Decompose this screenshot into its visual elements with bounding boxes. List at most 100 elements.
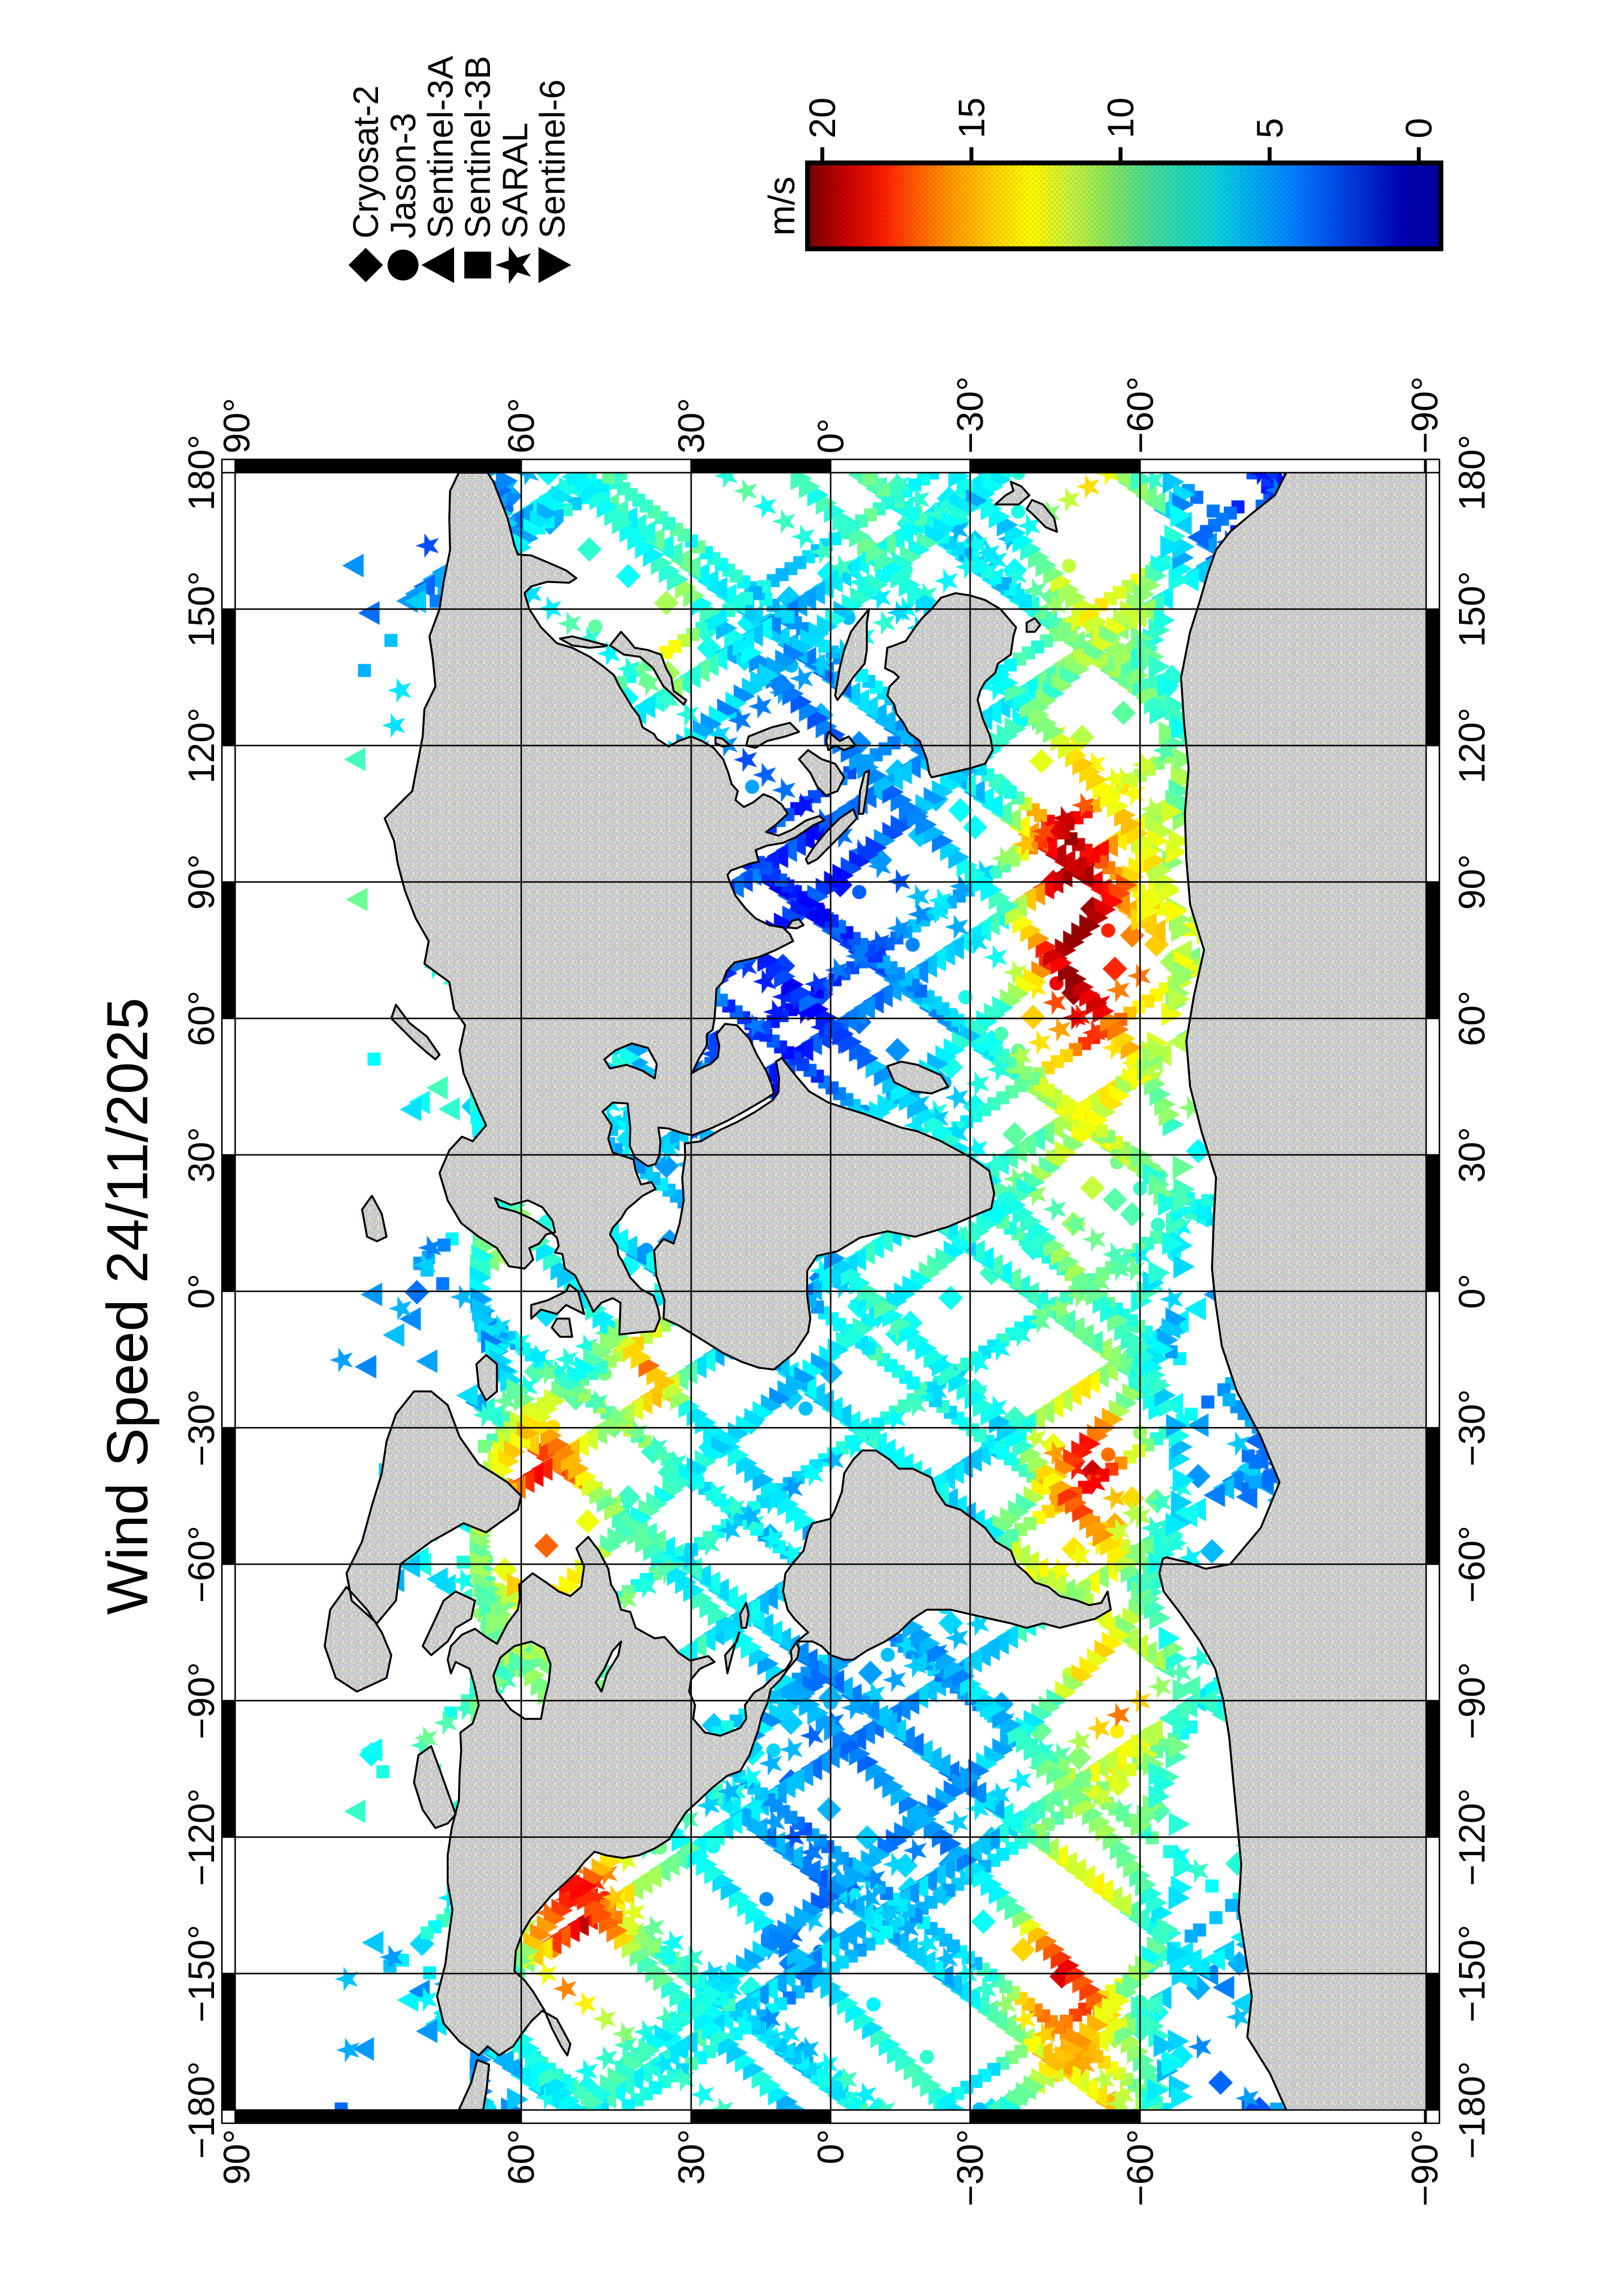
lon-tick-label: 60° <box>1451 990 1492 1046</box>
lon-tick-label: 90° <box>181 854 222 909</box>
triangle-up-icon <box>421 247 454 283</box>
frame-segment <box>236 458 522 474</box>
lon-tick-label: 30° <box>181 1127 222 1182</box>
frame-segment <box>1425 1427 1440 1565</box>
lon-tick-label: 90° <box>1451 854 1492 909</box>
axis-labels-latitude-left: 90° 60° 30° 0° −30° −60° −90° <box>216 2129 1445 2206</box>
colorbar-tick-label: 15 <box>951 98 992 138</box>
frame-segment <box>830 458 971 474</box>
frame-segment <box>221 1563 236 1702</box>
lat-tick-label: −60° <box>1119 376 1161 454</box>
lat-tick-label: −30° <box>949 2129 991 2206</box>
antarctica-coastline <box>1158 472 1287 2110</box>
lon-tick-label: 180° <box>181 434 222 510</box>
lat-tick-label: 30° <box>671 2129 712 2185</box>
colorbar-dither <box>810 165 1438 246</box>
frame-corner <box>1425 2109 1440 2124</box>
colorbar-ticks: 20 15 10 5 0 <box>802 98 1439 160</box>
map-frame-fancy <box>221 458 1440 2124</box>
lon-tick-label: −150° <box>181 1925 222 2023</box>
lon-tick-label: −180° <box>181 2061 222 2159</box>
colorbar-unit-label: m/s <box>761 177 802 236</box>
frame-segment <box>221 608 236 747</box>
frame-segment <box>1425 472 1440 610</box>
lat-tick-label: 0° <box>810 418 851 454</box>
frame-corner <box>1425 458 1440 474</box>
frame-segment <box>1425 1700 1440 1838</box>
colorbar-tick-label: 5 <box>1249 118 1290 138</box>
frame-segment <box>1425 745 1440 883</box>
frame-segment <box>520 458 692 474</box>
circle-icon <box>387 249 419 281</box>
legend-label: SARAL <box>496 123 535 239</box>
frame-corner <box>221 2109 236 2124</box>
legend-item: Sentinel-3A <box>421 56 460 283</box>
lat-tick-label: −30° <box>949 376 991 454</box>
triangle-down-icon <box>539 247 571 283</box>
lat-tick-label: 0° <box>810 2129 851 2164</box>
axis-labels-latitude-right: 90° 60° 30° 0° −30° −60° −90° <box>216 376 1445 454</box>
lat-tick-label: −90° <box>1404 376 1445 454</box>
lat-tick-label: 30° <box>671 398 712 454</box>
lon-tick-label: −180° <box>1451 2061 1492 2159</box>
lon-tick-label: 60° <box>181 990 222 1046</box>
lon-tick-label: 0° <box>181 1274 222 1309</box>
lon-tick-label: 0° <box>1451 1274 1492 1309</box>
frame-segment <box>1425 1290 1440 1429</box>
lat-tick-label: 60° <box>501 2129 542 2185</box>
frame-segment <box>221 472 236 610</box>
frame-segment <box>690 2109 832 2124</box>
lon-tick-label: −60° <box>181 1525 222 1602</box>
legend-label: Jason-3 <box>384 113 423 239</box>
lon-tick-label: 150° <box>181 571 222 647</box>
star-icon <box>495 246 531 284</box>
lon-tick-label: 120° <box>181 707 222 783</box>
legend-item: Cryosat-2 <box>347 85 386 282</box>
lon-tick-label: −150° <box>1451 1925 1492 2023</box>
lat-tick-label: 90° <box>216 2129 257 2185</box>
lat-tick-label: 60° <box>501 398 542 454</box>
lon-tick-label: −30° <box>181 1389 222 1466</box>
frame-segment <box>1139 2109 1426 2124</box>
colorbar: 20 15 10 5 0 m/s <box>761 98 1443 251</box>
lon-tick-label: −90° <box>181 1662 222 1739</box>
lon-tick-label: −120° <box>181 1789 222 1886</box>
frame-segment <box>969 458 1141 474</box>
frame-segment <box>690 458 832 474</box>
frame-segment <box>221 1836 236 1975</box>
frame-segment <box>221 1290 236 1429</box>
frame-segment <box>221 1427 236 1565</box>
frame-segment <box>1425 1563 1440 1702</box>
frame-segment <box>221 1700 236 1838</box>
legend-item: Sentinel-3B <box>459 56 498 279</box>
axis-labels-longitude-top: −180° −150° −120° −90° −60° −30° 0° 30° 60° 90° 12… <box>181 434 222 2159</box>
colorbar-tick-label: 20 <box>802 98 843 138</box>
frame-segment <box>221 1154 236 1292</box>
lon-tick-label: −90° <box>1451 1662 1492 1739</box>
lon-tick-label: 180° <box>1451 434 1492 510</box>
lon-tick-label: 30° <box>1451 1127 1492 1182</box>
frame-segment <box>221 1973 236 2111</box>
satellite-legend: Cryosat-2Jason-3Sentinel-3ASentinel-3BSA… <box>347 56 572 284</box>
frame-segment <box>221 745 236 883</box>
frame-segment <box>520 2109 692 2124</box>
legend-label: Sentinel-3B <box>459 56 498 239</box>
frame-segment <box>1139 458 1426 474</box>
frame-segment <box>1425 1154 1440 1292</box>
lon-tick-label: 120° <box>1451 707 1492 783</box>
frame-corner <box>221 458 236 474</box>
frame-segment <box>1425 1017 1440 1156</box>
frame-segment <box>830 2109 971 2124</box>
legend-label: Sentinel-3A <box>421 56 460 239</box>
lon-tick-label: −60° <box>1451 1525 1492 1602</box>
legend-item: Jason-3 <box>384 113 423 281</box>
colorbar-tick-label: 0 <box>1398 118 1439 138</box>
frame-segment <box>1425 881 1440 1019</box>
square-icon <box>464 251 491 279</box>
frame-segment <box>236 2109 522 2124</box>
legend-label: Sentinel-6 <box>533 80 572 239</box>
legend-item: Sentinel-6 <box>533 80 572 283</box>
